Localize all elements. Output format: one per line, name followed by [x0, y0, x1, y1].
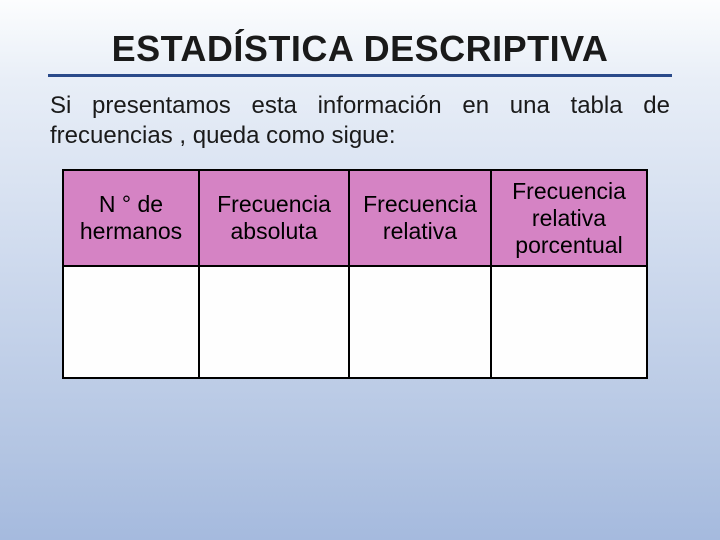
table-cell [349, 266, 491, 378]
table-cell [63, 266, 199, 378]
frequency-table: N ° de hermanos Frecuencia absoluta Frec… [62, 169, 648, 379]
col-header-frec-absoluta: Frecuencia absoluta [199, 170, 349, 266]
page-title: ESTADÍSTICA DESCRIPTIVA [48, 28, 672, 77]
slide: ESTADÍSTICA DESCRIPTIVA Si presentamos e… [0, 0, 720, 540]
table-cell [199, 266, 349, 378]
col-header-frec-rel-porcentual: Frecuencia relativa porcentual [491, 170, 647, 266]
table-header-row: N ° de hermanos Frecuencia absoluta Frec… [63, 170, 647, 266]
col-header-frec-relativa: Frecuencia relativa [349, 170, 491, 266]
table-row [63, 266, 647, 378]
col-header-n-hermanos: N ° de hermanos [63, 170, 199, 266]
intro-text: Si presentamos esta información en una t… [50, 91, 670, 151]
table-cell [491, 266, 647, 378]
